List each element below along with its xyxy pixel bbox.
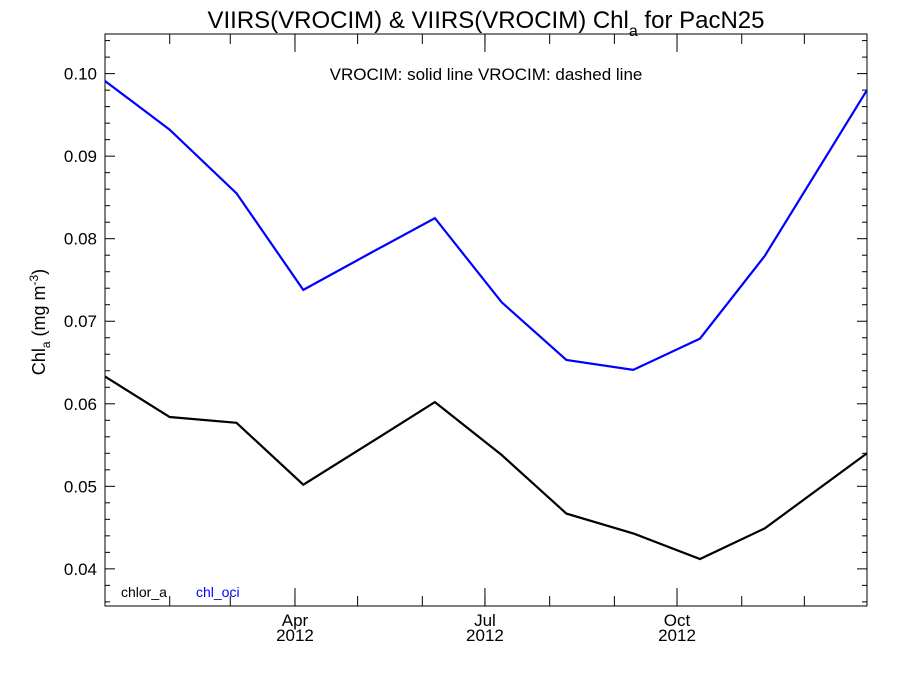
y-tick-label: 0.06 <box>64 395 97 414</box>
y-axis-label: Chla (mg m-3) <box>27 269 53 375</box>
y-axis-label-close: ) <box>29 269 49 275</box>
legend-entry-chl-oci: chl_oci <box>196 584 240 600</box>
y-axis-label-superscript: -3 <box>27 274 41 285</box>
x-tick-label-month: Jul <box>474 611 496 630</box>
y-tick-label: 0.07 <box>64 312 97 331</box>
x-tick-label-month: Oct <box>664 611 691 630</box>
axis-ticks: 0.040.050.060.070.080.090.10Apr2012Jul20… <box>64 34 867 645</box>
plot-frame <box>104 33 868 607</box>
y-tick-label: 0.09 <box>64 147 97 166</box>
x-tick-label-year: 2012 <box>466 626 504 645</box>
x-tick-label-month: Apr <box>282 611 309 630</box>
chart-title-tail: for PacN25 <box>638 7 765 34</box>
x-tick-label-year: 2012 <box>276 626 314 645</box>
y-tick-label: 0.05 <box>64 477 97 496</box>
line-style-annotation: VROCIM: solid line VROCIM: dashed line <box>330 65 643 84</box>
y-tick-label: 0.04 <box>64 560 97 579</box>
series-layer <box>104 80 868 561</box>
y-axis-label-units: (mg m <box>29 285 49 341</box>
y-tick-label: 0.08 <box>64 230 97 249</box>
series-line-chlor-a <box>104 375 868 561</box>
chart-title-subscript: a <box>629 23 638 40</box>
chart-title: VIIRS(VROCIM) & VIIRS(VROCIM) Chla for P… <box>208 7 765 40</box>
series-line-chl-oci <box>104 80 868 372</box>
legend-entry-chlor-a: chlor_a <box>121 584 167 600</box>
chart-title-main: VIIRS(VROCIM) & VIIRS(VROCIM) Chl <box>208 7 629 34</box>
y-tick-label: 0.10 <box>64 65 97 84</box>
y-axis-label-main: Chl <box>29 348 49 375</box>
x-tick-label-year: 2012 <box>658 626 696 645</box>
y-axis-label-subscript: a <box>39 341 53 348</box>
